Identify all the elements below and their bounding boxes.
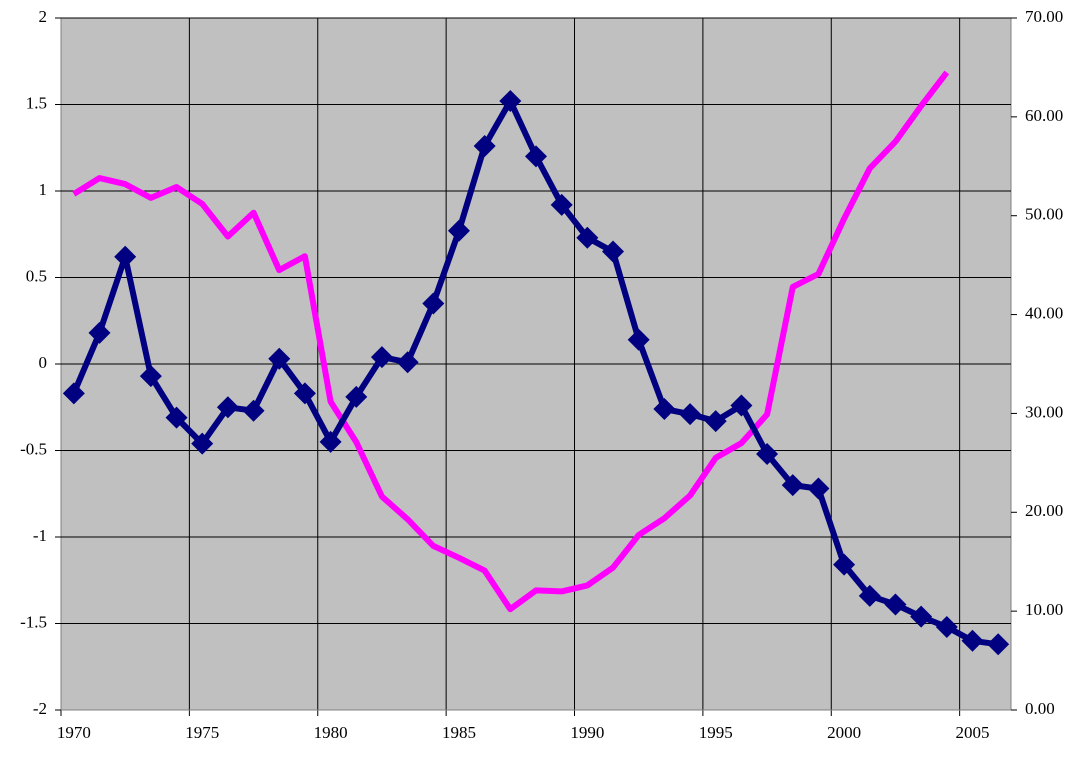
marker — [627, 328, 650, 351]
marker — [602, 240, 625, 263]
y2-tick-label: 0.00 — [1025, 699, 1055, 718]
marker — [447, 219, 470, 242]
marker — [396, 351, 419, 374]
y-tick-label: 0.5 — [26, 266, 47, 285]
y2-tick-label: 70.00 — [1025, 7, 1063, 26]
marker — [165, 406, 188, 429]
marker — [704, 410, 727, 433]
marker — [756, 442, 779, 465]
marker — [653, 397, 676, 420]
marker — [216, 396, 239, 419]
y2-tick-label: 50.00 — [1025, 205, 1063, 224]
y-tick-label: 0 — [39, 353, 48, 372]
y2-tick-label: 60.00 — [1025, 106, 1063, 125]
marker — [191, 432, 214, 455]
x-tick-label: 1995 — [699, 723, 733, 742]
y2-tick-label: 20.00 — [1025, 501, 1063, 520]
marker — [114, 245, 137, 268]
x-tick-label: 1985 — [442, 723, 476, 742]
marker — [884, 593, 907, 616]
marker — [62, 382, 85, 405]
marker — [370, 346, 393, 369]
y-tick-label: -0.5 — [20, 439, 47, 458]
x-tick-label: 1980 — [314, 723, 348, 742]
marker — [293, 382, 316, 405]
marker — [781, 474, 804, 497]
x-tick-label: 1975 — [185, 723, 219, 742]
marker — [858, 584, 881, 607]
y-tick-label: -1 — [33, 526, 47, 545]
marker — [88, 321, 111, 344]
marker — [910, 605, 933, 628]
marker — [499, 90, 522, 113]
series-line — [72, 70, 950, 613]
x-tick-label: 1970 — [57, 723, 91, 742]
y2-tick-label: 40.00 — [1025, 303, 1063, 322]
y-tick-label: -1.5 — [20, 612, 47, 631]
marker — [807, 477, 830, 500]
marker — [525, 145, 547, 168]
y2-tick-label: 10.00 — [1025, 600, 1063, 619]
x-tick-label: 1990 — [570, 723, 604, 742]
marker — [345, 385, 368, 408]
y2-tick-label: 30.00 — [1025, 402, 1063, 421]
marker — [730, 394, 753, 417]
marker — [139, 365, 162, 388]
marker — [679, 403, 702, 426]
x-tick-label: 2000 — [827, 723, 861, 742]
marker — [935, 615, 958, 638]
marker — [961, 629, 984, 652]
marker — [473, 135, 496, 158]
marker — [833, 553, 856, 576]
x-tick-label: 2005 — [955, 723, 989, 742]
y-tick-label: 2 — [39, 7, 48, 26]
marker — [422, 292, 445, 315]
marker — [550, 193, 573, 216]
marker — [242, 399, 265, 422]
marker — [576, 226, 599, 249]
y-tick-label: 1 — [39, 180, 48, 199]
marker — [319, 430, 342, 453]
y-tick-label: 1.5 — [26, 93, 47, 112]
marker — [268, 347, 291, 370]
marker — [987, 633, 1010, 656]
y-tick-label: -2 — [33, 699, 47, 718]
